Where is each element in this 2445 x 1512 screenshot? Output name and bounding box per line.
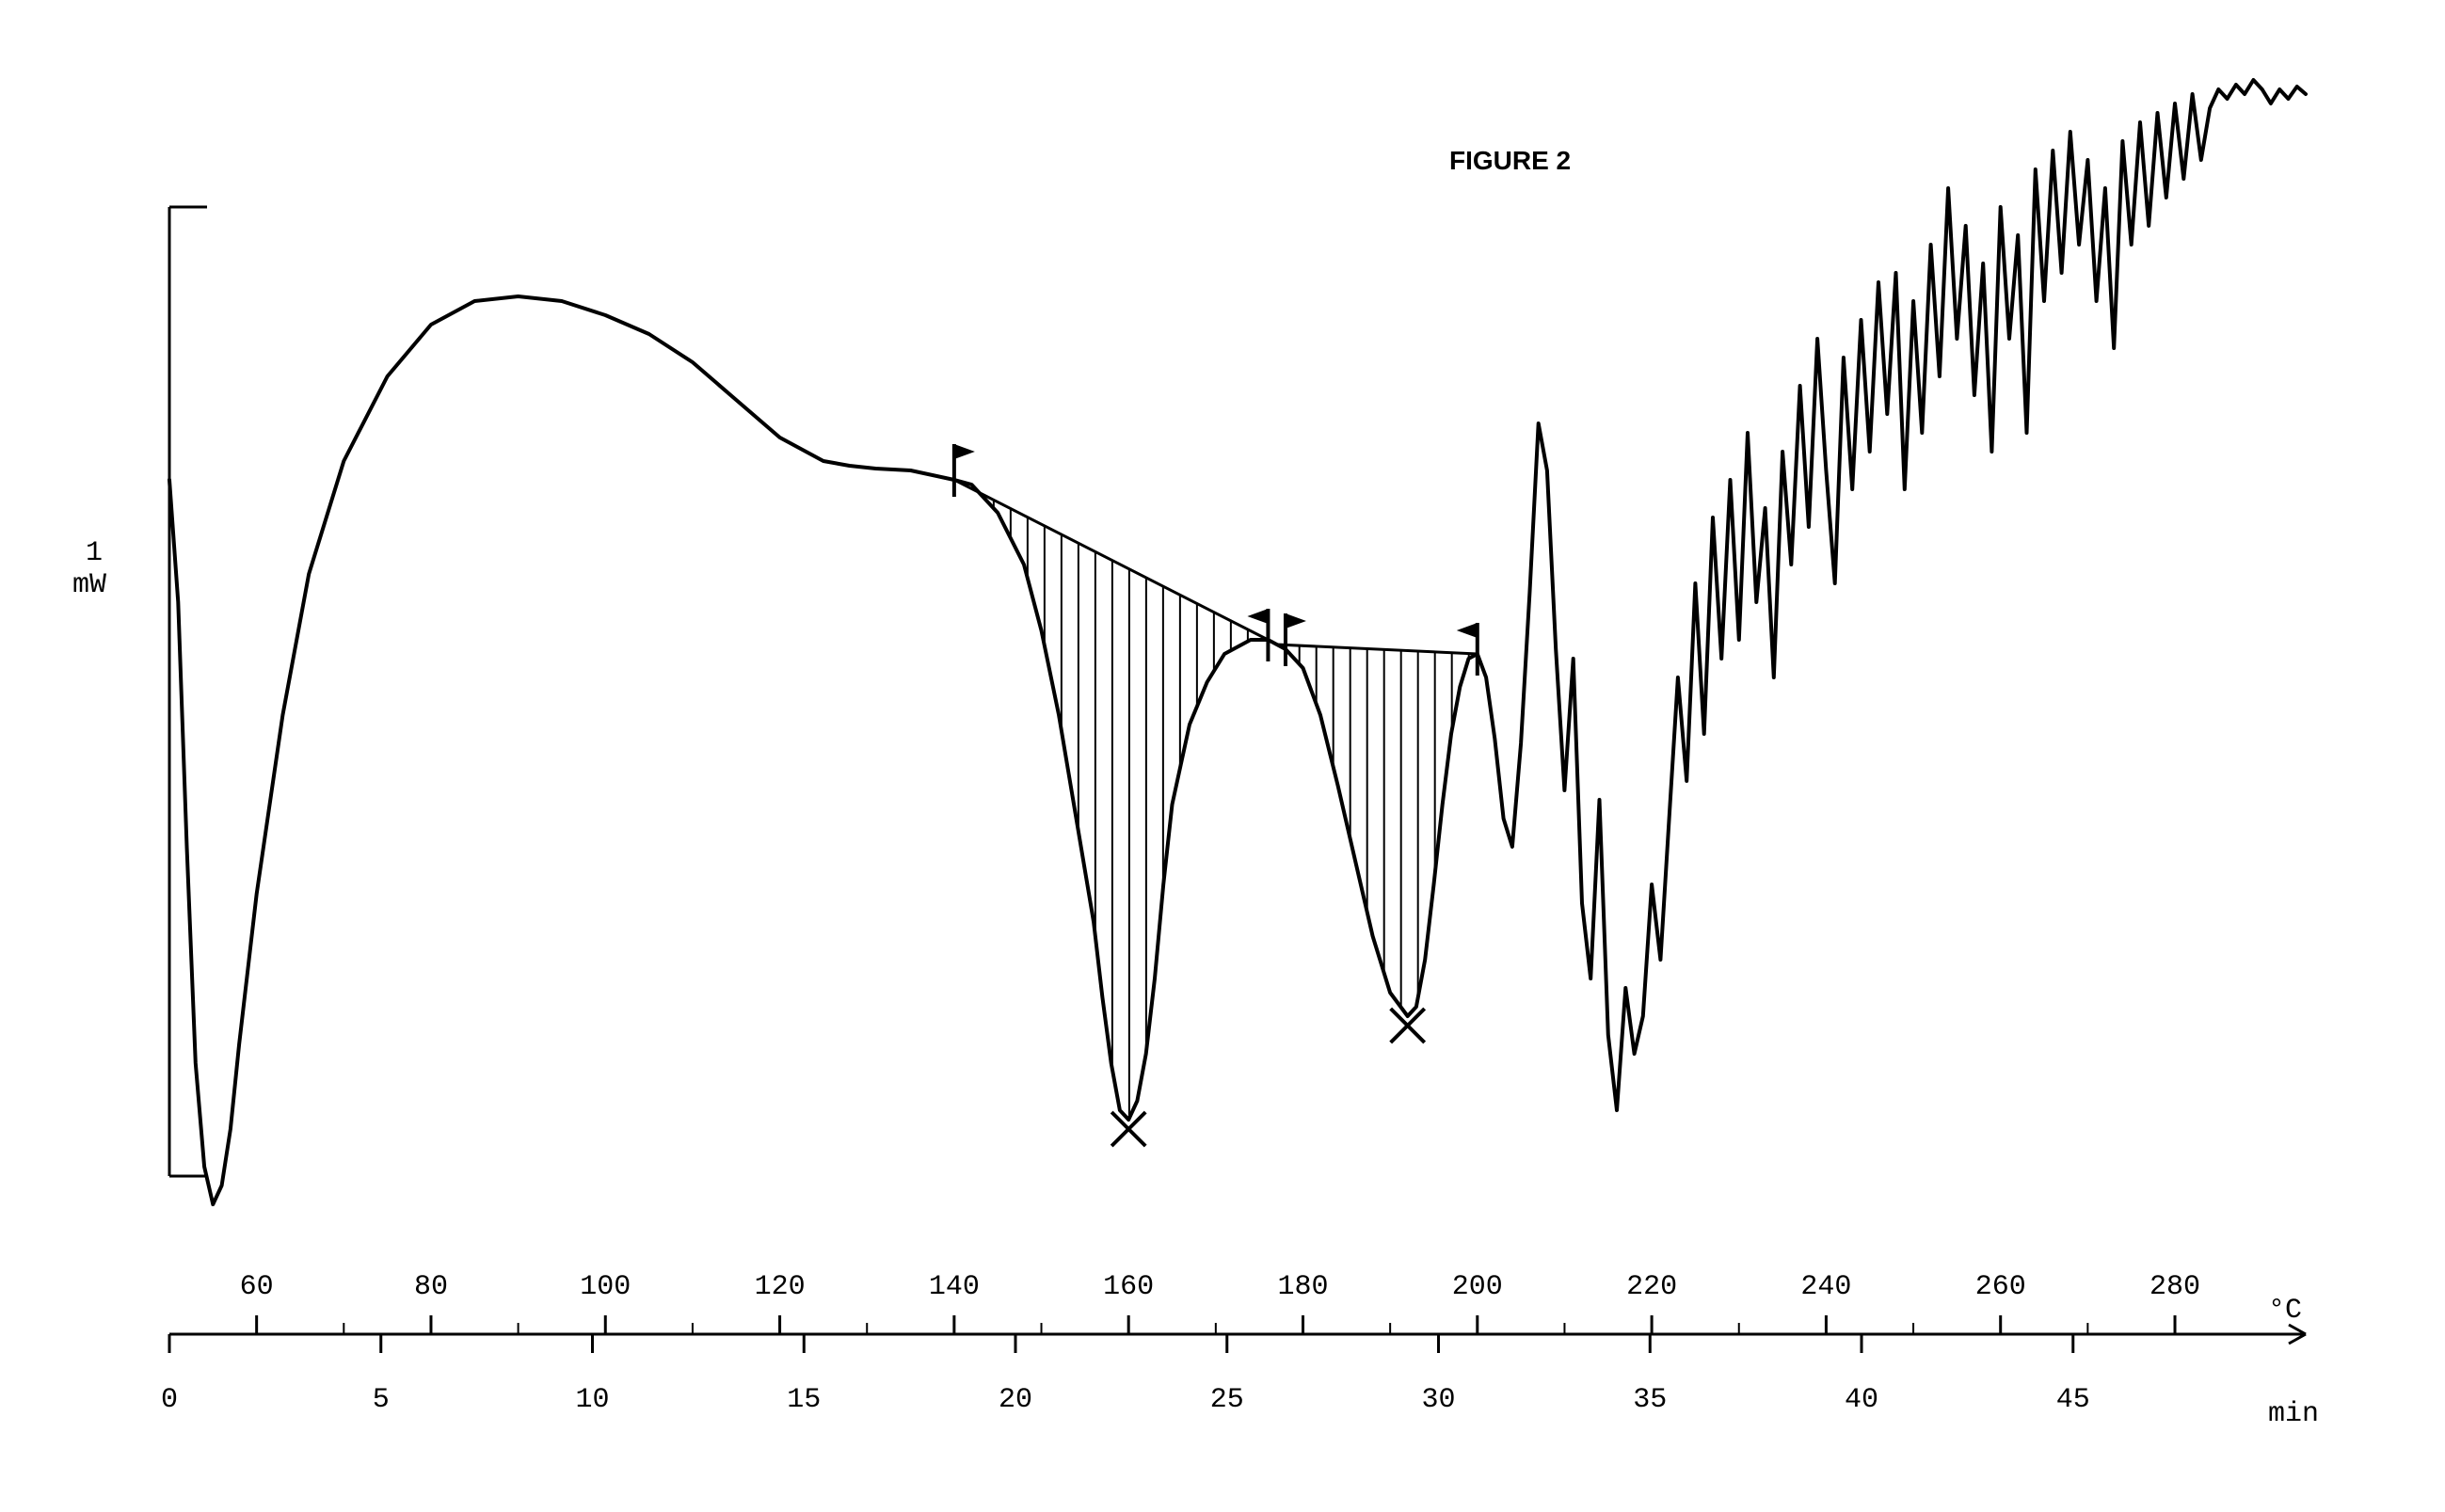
celsius-tick-label: 160 xyxy=(1103,1271,1154,1303)
celsius-tick-label: 180 xyxy=(1277,1271,1328,1303)
celsius-tick-label: 240 xyxy=(1800,1271,1851,1303)
minutes-unit-label: min xyxy=(2268,1398,2319,1430)
celsius-tick-label: 280 xyxy=(2149,1271,2200,1303)
celsius-tick-label: 140 xyxy=(929,1271,980,1303)
celsius-tick-label: 100 xyxy=(580,1271,631,1303)
minutes-tick-label: 20 xyxy=(999,1384,1032,1416)
minutes-tick-label: 5 xyxy=(373,1384,390,1416)
minutes-tick-label: 15 xyxy=(787,1384,821,1416)
celsius-tick-label: 200 xyxy=(1452,1271,1503,1303)
chart-svg: FIGURE 21mW60801001201401601802002202402… xyxy=(0,0,2445,1512)
dsc-thermogram-chart: FIGURE 21mW60801001201401601802002202402… xyxy=(0,0,2445,1512)
minutes-tick-label: 25 xyxy=(1210,1384,1244,1416)
celsius-tick-label: 260 xyxy=(1975,1271,2026,1303)
minutes-tick-label: 45 xyxy=(2056,1384,2090,1416)
minutes-tick-label: 10 xyxy=(575,1384,609,1416)
figure-title: FIGURE 2 xyxy=(1449,146,1571,175)
celsius-tick-label: 220 xyxy=(1626,1271,1677,1303)
celsius-unit-label: °C xyxy=(2268,1295,2302,1327)
celsius-tick-label: 120 xyxy=(755,1271,806,1303)
minutes-tick-label: 35 xyxy=(1633,1384,1667,1416)
celsius-tick-label: 60 xyxy=(240,1271,274,1303)
minutes-tick-label: 30 xyxy=(1422,1384,1456,1416)
y-scale-value: 1 xyxy=(86,537,103,569)
y-scale-unit: mW xyxy=(72,569,106,601)
celsius-tick-label: 80 xyxy=(414,1271,448,1303)
minutes-tick-label: 40 xyxy=(1845,1384,1878,1416)
minutes-tick-label: 0 xyxy=(161,1384,178,1416)
